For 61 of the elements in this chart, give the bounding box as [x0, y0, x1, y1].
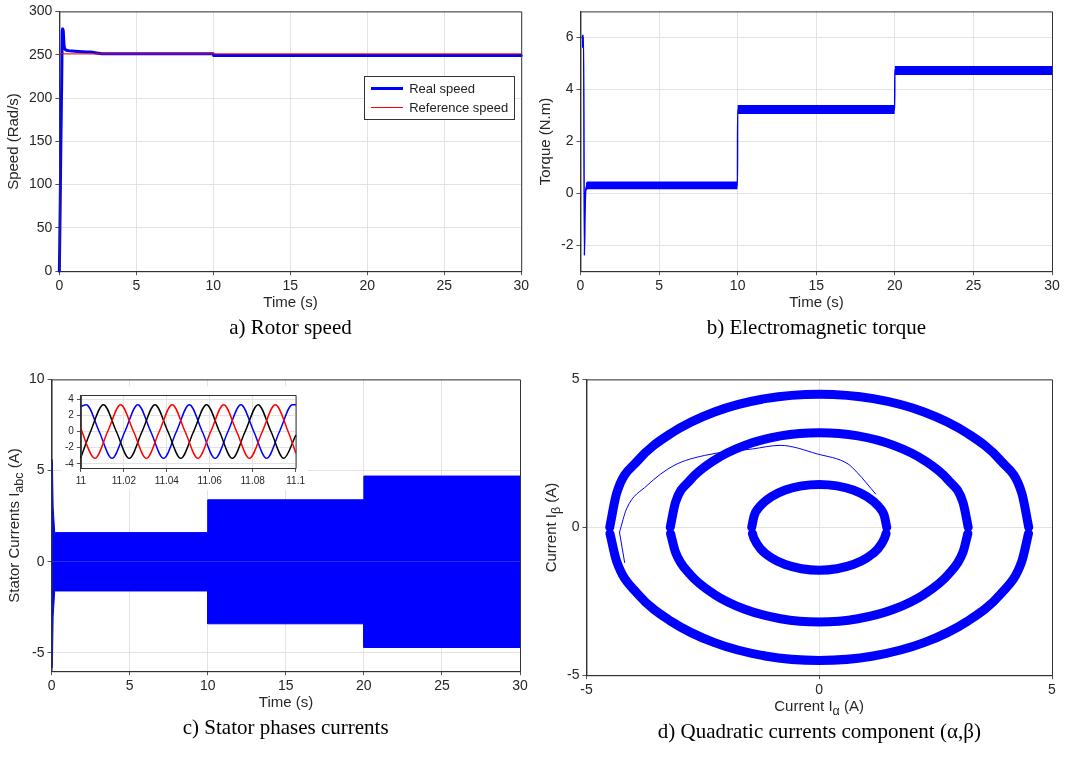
x-tick-label: 20	[356, 677, 372, 694]
y-tick-label: 0	[36, 552, 45, 569]
y-tick-label: -4	[64, 457, 75, 469]
x-axis-title: Time (s)	[789, 293, 844, 311]
x-tick-label: 30	[1044, 277, 1060, 294]
y-tick-label: 0	[44, 262, 53, 279]
x-tick-label: 10	[729, 277, 746, 294]
text: a) Rotor speed	[229, 315, 352, 341]
legend-label: Reference speed	[409, 100, 509, 116]
x-tick-label: 11.04	[154, 474, 180, 486]
y-tick-label: 300	[29, 2, 53, 19]
y-tick-label: -5	[567, 666, 580, 683]
x-tick-label: 0	[815, 681, 824, 698]
x-tick-label: 5	[132, 277, 141, 294]
y-tick-label: 5	[571, 370, 580, 387]
y-tick-label: 6	[565, 28, 574, 45]
x-tick-label: 25	[434, 677, 450, 694]
x-tick-label: 15	[282, 277, 299, 294]
y-tick-label: 0	[68, 425, 75, 437]
y-tick-label: 0	[571, 518, 580, 535]
y-tick-label: 4	[565, 80, 574, 97]
x-tick-label: 11	[75, 474, 87, 486]
x-tick-label: 25	[436, 277, 453, 294]
y-tick-label: -2	[64, 441, 75, 453]
x-tick-label: 10	[205, 277, 222, 294]
y-tick-label: 0	[565, 184, 574, 201]
x-axis-title: Time (s)	[263, 293, 318, 311]
text: d) Quadratic currents component (α,β)	[657, 719, 981, 745]
x-tick-label: 11.08	[240, 474, 266, 486]
x-tick-label: 30	[512, 677, 528, 694]
text: c) Stator phases currents	[182, 715, 389, 741]
text: b) Electromagnetic torque	[706, 315, 926, 341]
x-tick-label: 25	[965, 277, 982, 294]
y-tick-label: -5	[32, 643, 45, 660]
x-tick-label: 20	[359, 277, 376, 294]
y-tick-label: 200	[29, 88, 53, 105]
y-tick-label: 10	[28, 370, 45, 387]
y-tick-label: 150	[29, 132, 53, 149]
y-axis-title: Speed (Rad/s)	[3, 92, 21, 190]
x-tick-label: 5	[125, 677, 134, 694]
x-tick-label: 5	[655, 277, 664, 294]
y-tick-label: 250	[29, 45, 53, 62]
x-tick-label: 20	[887, 277, 903, 294]
legend-label: Real speed	[409, 81, 475, 97]
x-tick-label: 11.1	[286, 474, 306, 486]
x-axis-title: Current I$_{α}$ (A)	[774, 697, 864, 719]
x-tick-label: 30	[513, 277, 530, 294]
y-axis-title: Torque (N.m)	[535, 97, 553, 186]
y-tick-label: -2	[561, 236, 574, 253]
x-tick-label: 5	[1048, 681, 1057, 698]
y-tick-label: 4	[68, 392, 75, 404]
x-tick-label: 15	[278, 677, 294, 694]
y-tick-label: 2	[68, 409, 75, 421]
y-tick-label: 2	[565, 132, 574, 149]
x-tick-label: 10	[199, 677, 216, 694]
x-tick-label: 11.06	[197, 474, 223, 486]
x-axis-title: Time (s)	[258, 693, 314, 711]
y-tick-label: 100	[29, 175, 53, 192]
x-tick-label: 15	[808, 277, 825, 294]
x-tick-label: 11.02	[111, 474, 137, 486]
y-tick-label: 50	[36, 218, 53, 235]
